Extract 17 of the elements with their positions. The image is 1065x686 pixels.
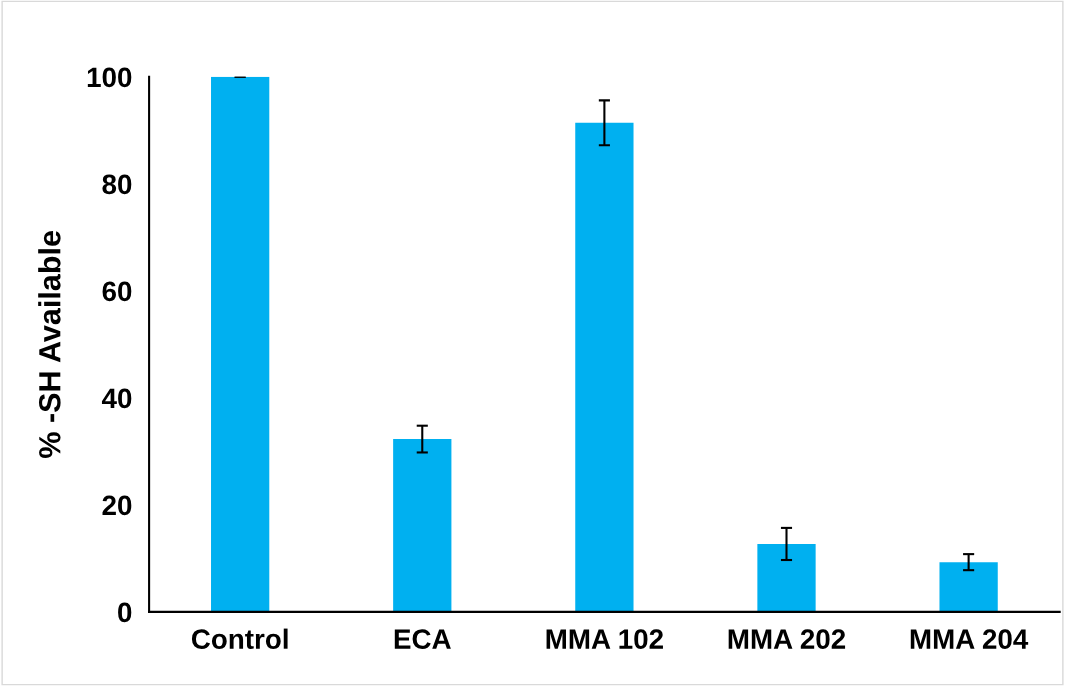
bar: [211, 76, 270, 612]
bar: [939, 562, 998, 612]
y-tick-label: 40: [101, 388, 132, 409]
x-tick-label: MMA 102: [546, 629, 663, 649]
y-tick-label: 0: [118, 602, 132, 623]
x-tick-label: ECA: [394, 629, 451, 649]
y-tick-label: 20: [102, 495, 132, 516]
x-tick-label: Control: [191, 628, 288, 649]
bar: [757, 543, 816, 612]
x-tick-label: MMA 202: [728, 629, 846, 649]
bar: [393, 439, 452, 612]
y-tick-label: 80: [102, 174, 132, 195]
y-tick-label: 100: [87, 67, 132, 88]
y-tick-label: 60: [102, 281, 132, 302]
x-tick-label: MMA 204: [910, 629, 1029, 649]
bar: [575, 122, 634, 612]
y-axis-title: % -SH Available: [38, 231, 61, 458]
